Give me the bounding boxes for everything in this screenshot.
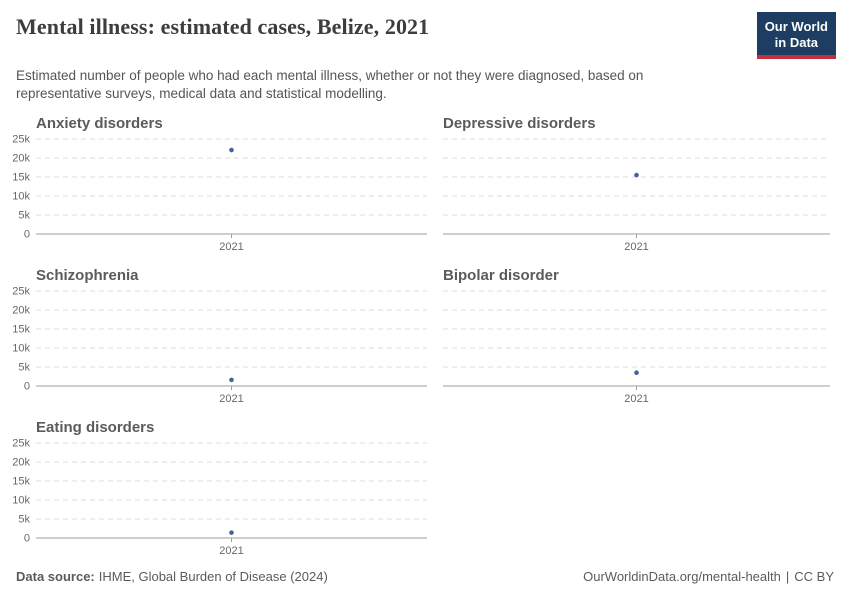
y-tick-label: 0 (24, 228, 30, 240)
footer-separator: | (785, 569, 790, 584)
facet-title: Schizophrenia (36, 266, 139, 284)
data-point[interactable] (229, 377, 234, 383)
small-multiple-chart: Schizophrenia 0 5k 10k 15k 20k 25k 2021 (12, 267, 427, 407)
y-tick-label: 25k (12, 287, 30, 298)
data-source: Data source: IHME, Global Burden of Disea… (16, 569, 328, 584)
y-tick-label: 25k (12, 439, 30, 450)
data-point[interactable] (229, 147, 234, 153)
y-tick-label: 25k (12, 135, 30, 146)
facet-title: Bipolar disorder (443, 266, 559, 284)
y-tick-label: 10k (12, 494, 30, 506)
x-tick-label: 2021 (219, 545, 243, 557)
y-tick-label: 10k (12, 190, 30, 202)
small-multiple-chart: Eating disorders 0 5k 10k 15k 20k 25k 2021 (12, 419, 427, 559)
x-tick-label: 2021 (624, 241, 648, 253)
y-tick-label: 20k (12, 152, 30, 164)
small-multiple-chart: Depressive disorders 2021 (443, 115, 830, 255)
x-tick-label: 2021 (219, 241, 243, 253)
y-tick-label: 15k (12, 475, 30, 487)
footer-license: CC BY (794, 569, 834, 584)
x-tick-label: 2021 (624, 393, 648, 405)
data-source-value: IHME, Global Burden of Disease (2024) (98, 569, 328, 584)
chart-subtitle: Estimated number of people who had each … (16, 68, 644, 101)
y-tick-label: 5k (18, 209, 30, 221)
y-tick-label: 5k (18, 513, 30, 525)
facet-title: Depressive disorders (443, 114, 596, 132)
y-tick-label: 0 (24, 532, 30, 544)
y-tick-label: 15k (12, 171, 30, 183)
header: Mental illness: estimated cases, Belize,… (0, 0, 850, 60)
facet-plot[interactable]: 2021 (443, 287, 830, 407)
x-tick-label: 2021 (219, 393, 243, 405)
facet-plot[interactable]: 0 5k 10k 15k 20k 25k 2021 (12, 439, 427, 559)
y-tick-label: 20k (12, 456, 30, 468)
data-point[interactable] (229, 530, 234, 535)
y-tick-label: 15k (12, 323, 30, 335)
small-multiple-chart: Bipolar disorder 2021 (443, 267, 830, 407)
y-tick-label: 20k (12, 304, 30, 316)
facet-plot[interactable]: 2021 (443, 135, 830, 255)
owid-logo: Our World in Data (756, 12, 836, 60)
logo-line-2: in Data (774, 34, 819, 50)
data-point[interactable] (634, 172, 639, 178)
charts-grid: Anxiety disorders 0 5k 10k 15k 20k 25k 2021 De… (0, 115, 850, 559)
y-tick-label: 5k (18, 361, 30, 373)
small-multiple-chart: Anxiety disorders 0 5k 10k 15k 20k 25k 2021 (12, 115, 427, 255)
footer-link[interactable]: OurWorldinData.org/mental-health (583, 569, 781, 584)
facet-title: Anxiety disorders (36, 114, 163, 132)
data-point[interactable] (634, 370, 639, 375)
data-source-label: Data source: (16, 569, 95, 584)
footer-credits: OurWorldinData.org/mental-health | CC BY (583, 569, 834, 584)
facet-title: Eating disorders (36, 418, 155, 436)
facet-plot[interactable]: 0 5k 10k 15k 20k 25k 2021 (12, 135, 427, 255)
y-tick-label: 10k (12, 342, 30, 354)
y-tick-label: 0 (24, 380, 30, 392)
page-title: Mental illness: estimated cases, Belize,… (16, 14, 430, 39)
logo-line-1: Our World (764, 19, 828, 34)
footer: Data source: IHME, Global Burden of Disea… (0, 569, 850, 600)
facet-plot[interactable]: 0 5k 10k 15k 20k 25k 2021 (12, 287, 427, 407)
